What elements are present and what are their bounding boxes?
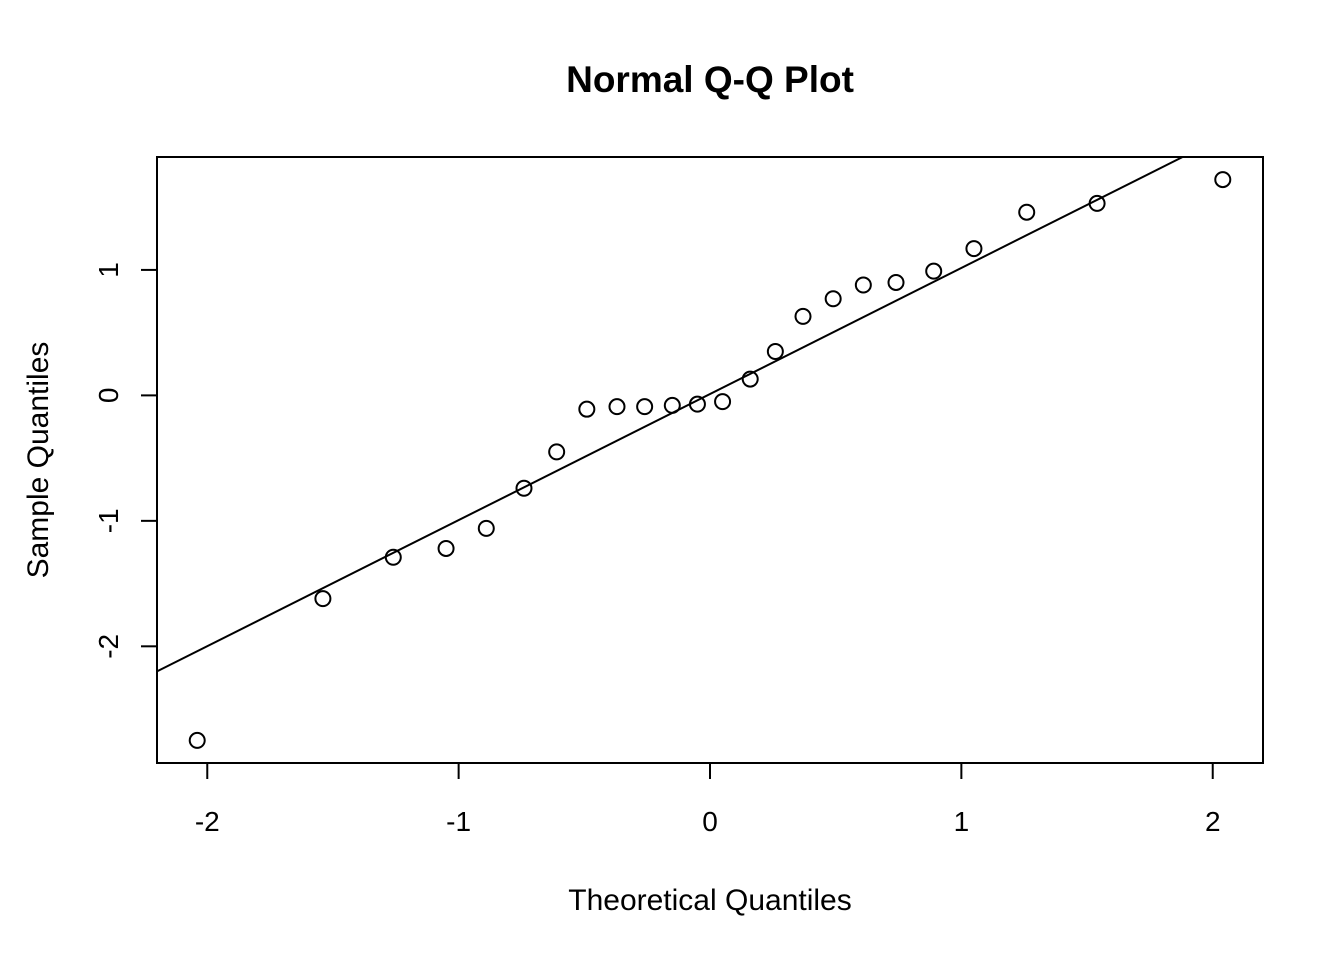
data-point [663,396,681,414]
data-point [965,240,983,258]
data-points [188,171,1232,749]
data-point [1214,171,1232,189]
reference-line-group [156,156,1184,673]
data-point [766,342,784,360]
x-axis-label: Theoretical Quantiles [568,884,851,917]
data-point [384,548,402,566]
y-tick-label: -1 [93,508,124,533]
data-point [314,590,332,608]
data-point [188,731,206,749]
data-point [608,398,626,416]
x-tick-label: -2 [195,806,220,837]
x-tick-label: 1 [954,806,970,837]
y-tick-label: 1 [93,262,124,278]
data-point [824,290,842,308]
data-point [741,370,759,388]
y-axis-label: Sample Quantiles [22,342,55,579]
y-tick-label: -2 [93,634,124,659]
chart-title: Normal Q-Q Plot [566,59,854,100]
data-point [437,539,455,557]
x-tick-label: -1 [446,806,471,837]
data-point [714,393,732,411]
x-axis: -2 -1 0 1 2 [195,762,1221,837]
y-axis: -2 -1 0 1 [93,262,158,659]
data-point [515,479,533,497]
data-point [854,276,872,294]
data-point [578,400,596,418]
qq-reference-line [156,156,1184,673]
x-tick-label: 2 [1205,806,1221,837]
data-point [794,307,812,325]
data-point [925,262,943,280]
plot-frame [156,156,1264,764]
x-tick-label: 0 [702,806,718,837]
data-point [636,398,654,416]
y-tick-label: 0 [93,388,124,404]
data-point [1018,203,1036,221]
data-point [477,519,495,537]
data-point [548,443,566,461]
data-point [1088,194,1106,212]
data-point [688,395,706,413]
data-point [887,273,905,291]
